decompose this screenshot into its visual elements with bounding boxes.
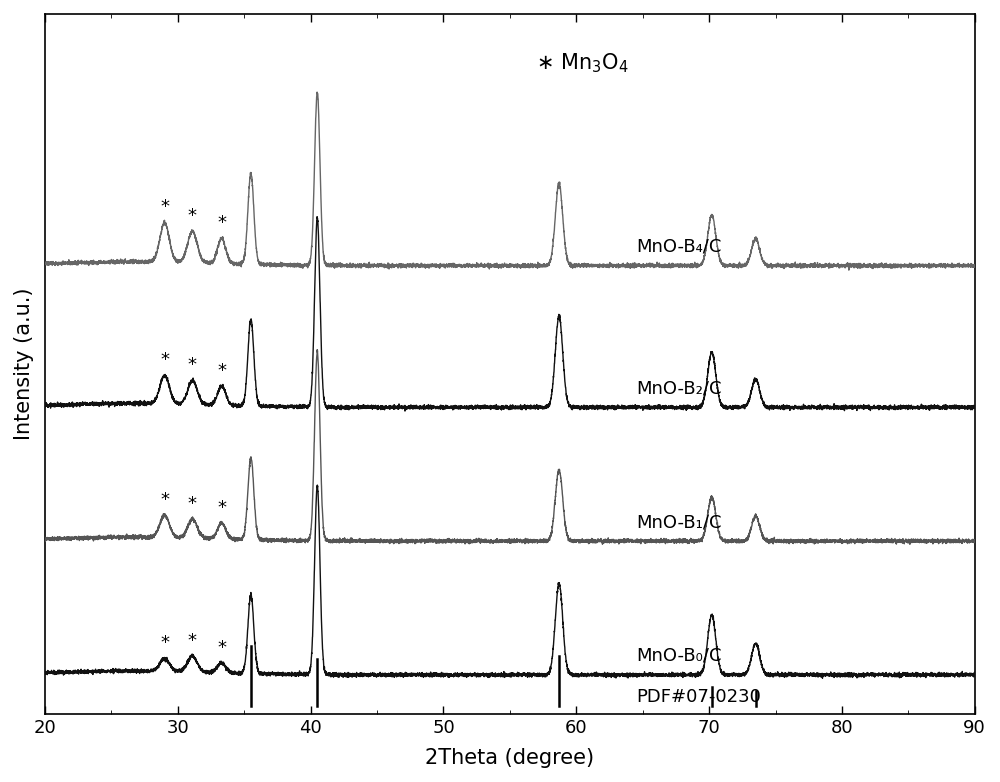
Text: *: * <box>160 634 169 652</box>
Text: *: * <box>217 499 226 517</box>
Text: *: * <box>160 351 169 369</box>
Text: *: * <box>217 214 226 232</box>
Text: MnO-B₀/C: MnO-B₀/C <box>636 647 722 665</box>
Text: *: * <box>160 199 169 217</box>
Text: MnO-B₄/C: MnO-B₄/C <box>636 238 721 256</box>
Text: PDF#07-0230: PDF#07-0230 <box>636 688 761 706</box>
Text: *: * <box>160 491 169 509</box>
Y-axis label: Intensity (a.u.): Intensity (a.u.) <box>14 288 34 440</box>
Text: *: * <box>188 495 197 513</box>
Text: *: * <box>217 639 226 657</box>
Text: *: * <box>188 206 197 224</box>
Text: MnO-B₁/C: MnO-B₁/C <box>636 513 722 531</box>
Text: MnO-B₂/C: MnO-B₂/C <box>636 379 722 397</box>
Text: *: * <box>188 357 197 375</box>
Text: $\ast$ Mn$_3$O$_4$: $\ast$ Mn$_3$O$_4$ <box>536 51 629 75</box>
X-axis label: 2Theta (degree): 2Theta (degree) <box>425 748 594 768</box>
Text: *: * <box>217 362 226 380</box>
Text: *: * <box>188 632 197 650</box>
